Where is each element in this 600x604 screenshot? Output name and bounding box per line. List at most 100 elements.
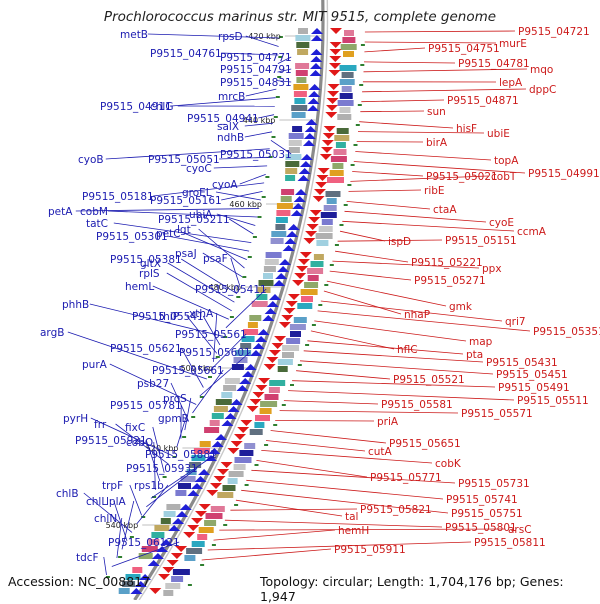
gene-label-right: P9515_05571 — [461, 408, 533, 420]
gene-label-right: ispD — [388, 236, 411, 248]
tick-mark — [347, 184, 351, 186]
gene-block — [276, 210, 290, 216]
gene-block — [204, 427, 219, 433]
gene-block — [271, 238, 284, 244]
gene-block — [307, 268, 323, 274]
reverse-arrow — [234, 434, 246, 440]
gene-label-left: phhB — [62, 299, 89, 311]
gene-block — [293, 84, 308, 90]
leader-line — [271, 431, 386, 444]
reverse-arrow — [286, 301, 298, 307]
leader-line — [225, 520, 442, 527]
reverse-arrow — [183, 532, 195, 538]
gene-label-left: psb27 — [137, 378, 169, 390]
gene-block — [297, 303, 312, 309]
gene-label-left: P9515_05881 — [145, 449, 217, 461]
gene-label-left: lplA — [106, 496, 126, 508]
forward-arrow — [310, 70, 322, 76]
gene-label-left: P9515_04761 — [150, 48, 222, 60]
gene-block — [269, 380, 285, 386]
gene-label-right: arsC — [508, 524, 532, 536]
gene-block — [285, 161, 299, 167]
reverse-arrow — [255, 385, 267, 391]
gene-label-right: cutA — [368, 446, 393, 458]
gene-block — [294, 91, 307, 97]
reverse-arrow — [294, 273, 306, 279]
reverse-arrow — [158, 574, 170, 580]
tick-mark — [248, 256, 252, 258]
reverse-arrow — [187, 525, 199, 531]
gene-block — [297, 49, 308, 55]
gene-block — [304, 282, 318, 288]
gene-block — [341, 44, 357, 50]
gene-block — [211, 506, 225, 512]
gene-label-right: P9515_05751 — [451, 508, 523, 520]
gene-block — [244, 443, 255, 449]
reverse-arrow — [281, 315, 293, 321]
gene-label-left: mrcB — [218, 91, 245, 103]
leader-line — [214, 166, 267, 168]
reverse-arrow — [305, 231, 317, 237]
gene-label-right: P9515_05451 — [496, 369, 568, 381]
gene-block — [210, 420, 220, 426]
tick-mark — [188, 584, 192, 586]
tick-mark — [163, 476, 167, 478]
reverse-arrow — [162, 567, 174, 573]
gene-block — [344, 30, 354, 36]
gene-block — [264, 266, 276, 272]
gene-block — [321, 212, 337, 218]
gene-block — [173, 569, 190, 575]
reverse-arrow — [269, 350, 281, 356]
map-title: Prochlorococcus marinus str. MIT 9515, c… — [0, 9, 600, 25]
gene-label-right: cobK — [435, 458, 462, 470]
gene-block — [324, 205, 337, 211]
gene-label-left: gpmB — [158, 413, 189, 425]
gene-block — [285, 168, 297, 174]
leader-line — [362, 89, 526, 92]
reverse-arrow — [240, 420, 252, 426]
gene-label-right: ccmA — [517, 226, 547, 238]
leader-line — [261, 450, 432, 463]
gene-block — [260, 408, 272, 414]
gene-label-right: P9515_05431 — [486, 357, 558, 369]
reverse-arrow — [318, 168, 330, 174]
gene-block — [289, 133, 304, 139]
leader-line — [314, 321, 466, 341]
gene-block — [166, 504, 180, 510]
leader-line — [221, 191, 262, 200]
gene-block — [199, 527, 214, 533]
tick-mark — [361, 44, 365, 46]
leader-line — [364, 48, 425, 52]
gene-label-left: P9515_04831 — [220, 77, 292, 89]
gene-label-left: cyoB — [78, 154, 104, 166]
gene-block — [343, 51, 354, 57]
gene-block — [332, 163, 343, 169]
gene-label-right: map — [469, 336, 493, 348]
gene-block — [278, 359, 293, 365]
gene-block — [250, 429, 263, 435]
reverse-arrow — [206, 490, 218, 496]
gene-block — [316, 233, 333, 239]
gene-label-right: P9515_05351 — [533, 326, 600, 338]
gene-block — [277, 203, 293, 209]
gene-block — [301, 289, 318, 295]
gene-label-right: ribE — [424, 185, 445, 197]
gene-block — [281, 189, 294, 195]
reverse-arrow — [325, 112, 337, 118]
reverse-arrow — [320, 154, 332, 160]
leader-line — [275, 421, 374, 422]
gene-label-left: P9515_04791 — [220, 64, 292, 76]
gene-block — [248, 322, 258, 328]
gene-block — [292, 112, 306, 118]
gene-label-right: pta — [466, 349, 483, 361]
gene-block — [281, 196, 292, 202]
tick-mark — [359, 84, 363, 86]
gene-block — [228, 478, 238, 484]
reverse-arrow — [284, 308, 296, 314]
reverse-arrow — [329, 70, 341, 76]
reverse-arrow — [330, 49, 342, 55]
gene-label-right: P9515_05811 — [474, 537, 546, 549]
reverse-arrow — [321, 147, 333, 153]
tick-mark — [118, 556, 122, 558]
